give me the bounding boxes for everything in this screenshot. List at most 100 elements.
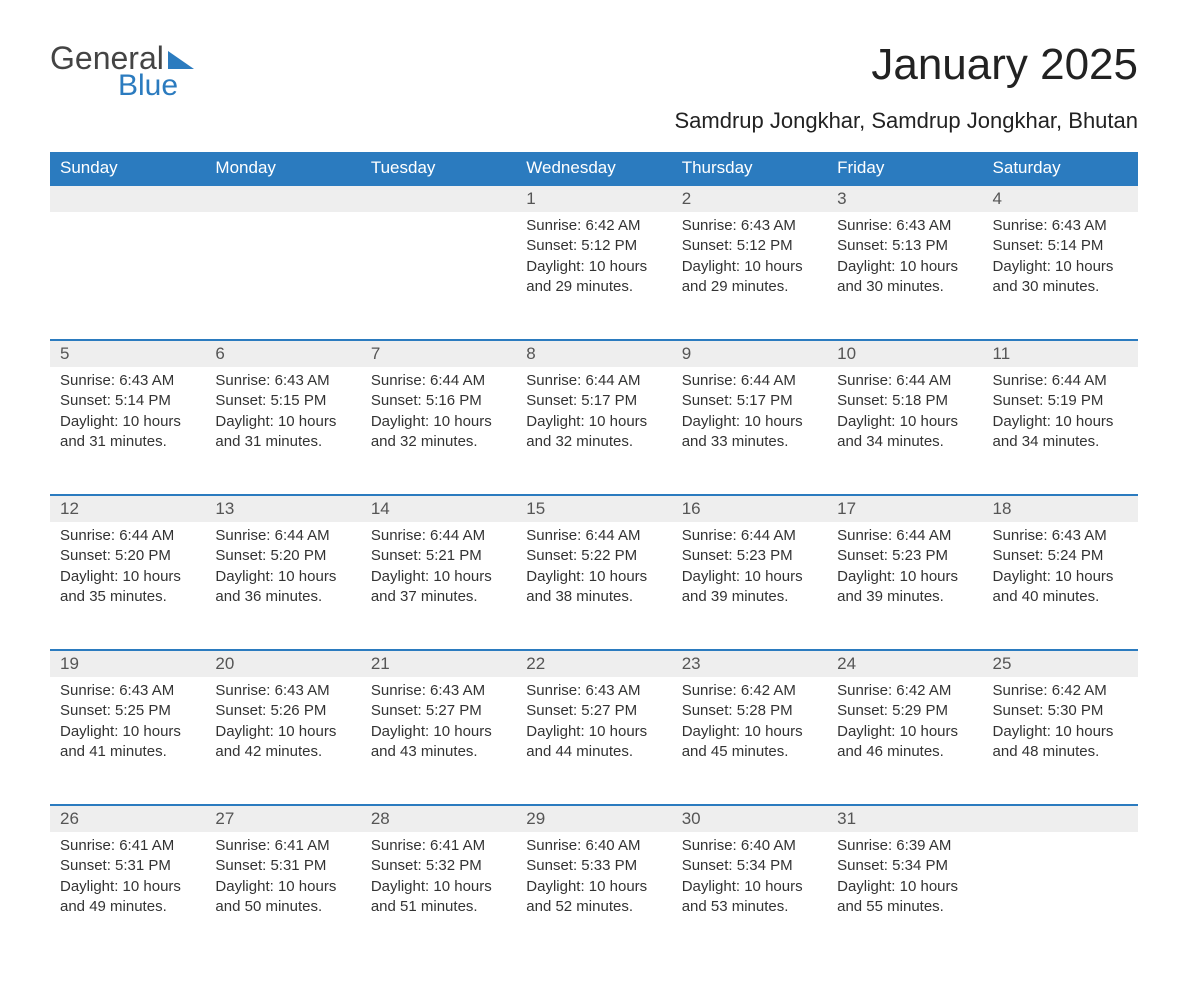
day-cell: Sunrise: 6:44 AMSunset: 5:23 PMDaylight:… [672,522,827,650]
page-title: January 2025 [674,40,1138,90]
day-cell: Sunrise: 6:43 AMSunset: 5:12 PMDaylight:… [672,212,827,340]
day-number: 29 [516,805,671,832]
sunset-text: Sunset: 5:29 PM [837,701,972,721]
day-cell: Sunrise: 6:41 AMSunset: 5:31 PMDaylight:… [50,832,205,960]
sunrise-text: Sunrise: 6:43 AM [526,681,661,701]
day-number: 18 [983,495,1138,522]
day-cell: Sunrise: 6:44 AMSunset: 5:16 PMDaylight:… [361,367,516,495]
day-cell: Sunrise: 6:40 AMSunset: 5:34 PMDaylight:… [672,832,827,960]
sunset-text: Sunset: 5:12 PM [682,236,817,256]
day-number: 26 [50,805,205,832]
daylight-text: Daylight: 10 hours and 42 minutes. [215,722,350,763]
day-detail-row: Sunrise: 6:44 AMSunset: 5:20 PMDaylight:… [50,522,1138,650]
empty-day-cell [983,832,1138,960]
day-detail-row: Sunrise: 6:43 AMSunset: 5:14 PMDaylight:… [50,367,1138,495]
day-number: 23 [672,650,827,677]
weekday-header: Friday [827,152,982,185]
day-number: 2 [672,185,827,212]
sunset-text: Sunset: 5:31 PM [60,856,195,876]
sunset-text: Sunset: 5:22 PM [526,546,661,566]
sunrise-text: Sunrise: 6:44 AM [682,371,817,391]
sunset-text: Sunset: 5:30 PM [993,701,1128,721]
empty-day-number [983,805,1138,832]
day-cell: Sunrise: 6:40 AMSunset: 5:33 PMDaylight:… [516,832,671,960]
sunset-text: Sunset: 5:31 PM [215,856,350,876]
empty-day-cell [50,212,205,340]
daylight-text: Daylight: 10 hours and 39 minutes. [682,567,817,608]
day-number: 11 [983,340,1138,367]
sunset-text: Sunset: 5:26 PM [215,701,350,721]
sunrise-text: Sunrise: 6:41 AM [215,836,350,856]
day-number: 3 [827,185,982,212]
day-number-row: 262728293031 [50,805,1138,832]
day-cell: Sunrise: 6:41 AMSunset: 5:31 PMDaylight:… [205,832,360,960]
daylight-text: Daylight: 10 hours and 40 minutes. [993,567,1128,608]
sunrise-text: Sunrise: 6:42 AM [837,681,972,701]
daylight-text: Daylight: 10 hours and 30 minutes. [993,257,1128,298]
sunset-text: Sunset: 5:12 PM [526,236,661,256]
sunrise-text: Sunrise: 6:43 AM [371,681,506,701]
day-cell: Sunrise: 6:42 AMSunset: 5:12 PMDaylight:… [516,212,671,340]
sunset-text: Sunset: 5:28 PM [682,701,817,721]
calendar-table: SundayMondayTuesdayWednesdayThursdayFrid… [50,152,1138,960]
day-cell: Sunrise: 6:44 AMSunset: 5:19 PMDaylight:… [983,367,1138,495]
empty-day-number [205,185,360,212]
empty-day-cell [205,212,360,340]
day-cell: Sunrise: 6:41 AMSunset: 5:32 PMDaylight:… [361,832,516,960]
daylight-text: Daylight: 10 hours and 41 minutes. [60,722,195,763]
sunset-text: Sunset: 5:34 PM [837,856,972,876]
day-number-row: 1234 [50,185,1138,212]
day-number: 25 [983,650,1138,677]
sunrise-text: Sunrise: 6:41 AM [60,836,195,856]
sunrise-text: Sunrise: 6:40 AM [526,836,661,856]
sunset-text: Sunset: 5:17 PM [526,391,661,411]
day-cell: Sunrise: 6:44 AMSunset: 5:20 PMDaylight:… [205,522,360,650]
day-detail-row: Sunrise: 6:42 AMSunset: 5:12 PMDaylight:… [50,212,1138,340]
daylight-text: Daylight: 10 hours and 30 minutes. [837,257,972,298]
weekday-header: Thursday [672,152,827,185]
sunrise-text: Sunrise: 6:44 AM [837,526,972,546]
sunrise-text: Sunrise: 6:43 AM [682,216,817,236]
day-number-row: 12131415161718 [50,495,1138,522]
sunrise-text: Sunrise: 6:41 AM [371,836,506,856]
sunrise-text: Sunrise: 6:44 AM [526,371,661,391]
day-cell: Sunrise: 6:42 AMSunset: 5:30 PMDaylight:… [983,677,1138,805]
day-number: 6 [205,340,360,367]
day-number: 13 [205,495,360,522]
sunset-text: Sunset: 5:23 PM [837,546,972,566]
day-number: 9 [672,340,827,367]
daylight-text: Daylight: 10 hours and 52 minutes. [526,877,661,918]
day-number-row: 19202122232425 [50,650,1138,677]
sunrise-text: Sunrise: 6:44 AM [60,526,195,546]
day-number: 16 [672,495,827,522]
sunrise-text: Sunrise: 6:43 AM [993,216,1128,236]
daylight-text: Daylight: 10 hours and 53 minutes. [682,877,817,918]
day-number: 28 [361,805,516,832]
weekday-header: Monday [205,152,360,185]
day-detail-row: Sunrise: 6:43 AMSunset: 5:25 PMDaylight:… [50,677,1138,805]
sunrise-text: Sunrise: 6:44 AM [682,526,817,546]
header: General Blue January 2025 Samdrup Jongkh… [50,40,1138,144]
day-cell: Sunrise: 6:43 AMSunset: 5:24 PMDaylight:… [983,522,1138,650]
day-number: 30 [672,805,827,832]
logo-triangle-icon [168,51,194,69]
sunrise-text: Sunrise: 6:44 AM [993,371,1128,391]
daylight-text: Daylight: 10 hours and 35 minutes. [60,567,195,608]
sunrise-text: Sunrise: 6:43 AM [215,681,350,701]
daylight-text: Daylight: 10 hours and 45 minutes. [682,722,817,763]
day-cell: Sunrise: 6:44 AMSunset: 5:18 PMDaylight:… [827,367,982,495]
sunset-text: Sunset: 5:27 PM [371,701,506,721]
day-number-row: 567891011 [50,340,1138,367]
daylight-text: Daylight: 10 hours and 34 minutes. [837,412,972,453]
sunrise-text: Sunrise: 6:44 AM [215,526,350,546]
sunset-text: Sunset: 5:15 PM [215,391,350,411]
sunset-text: Sunset: 5:21 PM [371,546,506,566]
day-number: 1 [516,185,671,212]
sunset-text: Sunset: 5:20 PM [215,546,350,566]
sunrise-text: Sunrise: 6:39 AM [837,836,972,856]
day-number: 10 [827,340,982,367]
sunset-text: Sunset: 5:14 PM [993,236,1128,256]
daylight-text: Daylight: 10 hours and 51 minutes. [371,877,506,918]
daylight-text: Daylight: 10 hours and 33 minutes. [682,412,817,453]
sunset-text: Sunset: 5:17 PM [682,391,817,411]
